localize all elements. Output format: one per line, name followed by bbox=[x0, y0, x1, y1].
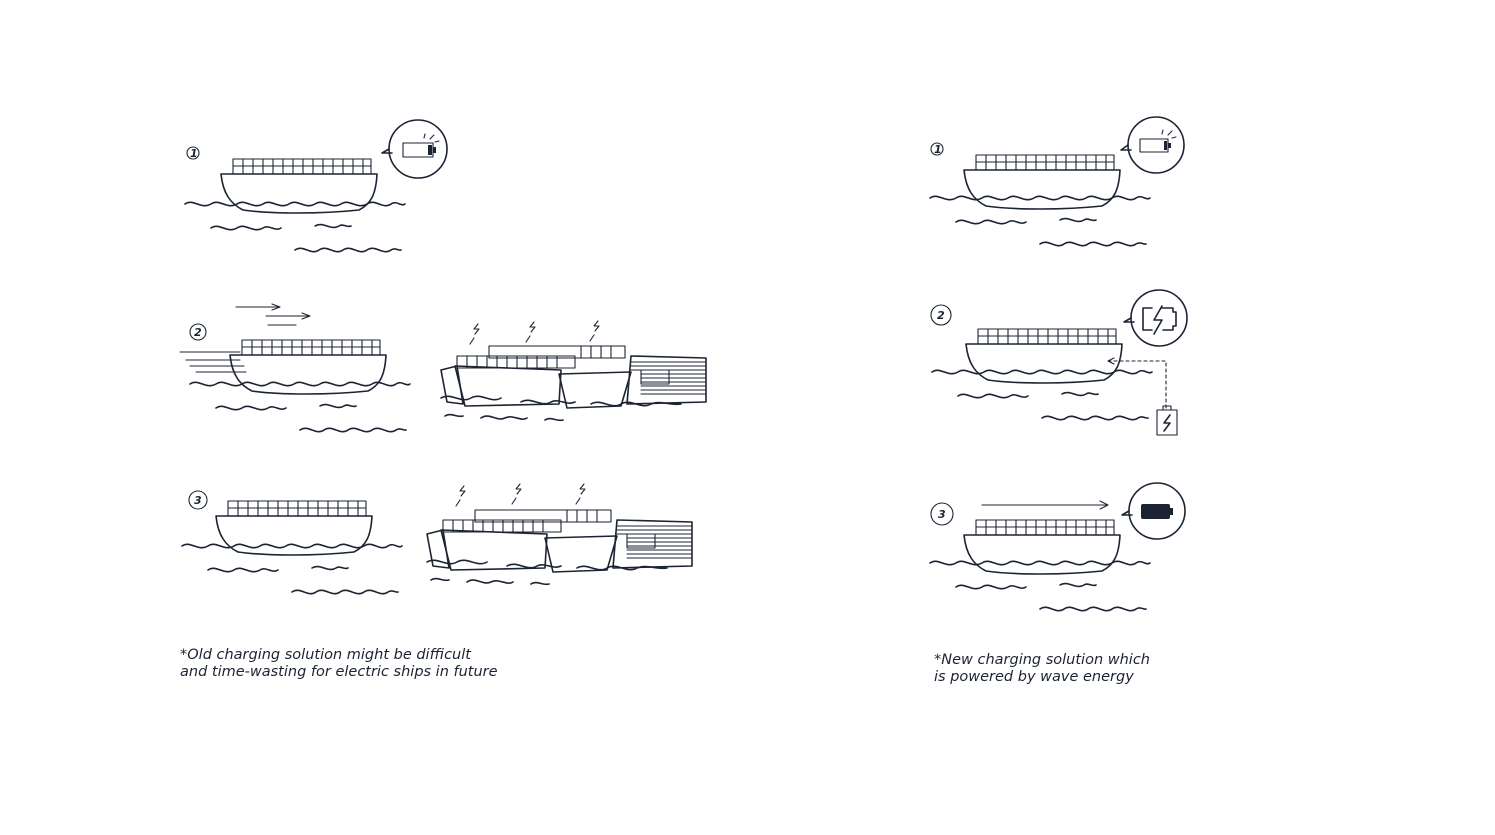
step-3-number: 3 bbox=[938, 508, 946, 521]
waves bbox=[929, 195, 1151, 247]
lightning-icon bbox=[589, 320, 600, 342]
step-1-marker bbox=[930, 142, 944, 156]
motion-arrows bbox=[179, 303, 311, 373]
lightning-icon bbox=[511, 483, 522, 505]
waves bbox=[931, 369, 1153, 421]
waves bbox=[929, 560, 1151, 612]
step-1-number: 1 bbox=[190, 147, 198, 160]
caption-line: is powered by wave energy bbox=[934, 669, 1134, 685]
ship bbox=[963, 519, 1121, 575]
lightning-icon bbox=[455, 485, 466, 507]
battery-low-icon bbox=[1120, 116, 1185, 174]
old-solution-panel: 1 2 bbox=[179, 119, 707, 595]
step-2-number: 2 bbox=[937, 309, 945, 322]
step-1-number: 1 bbox=[934, 143, 942, 156]
waves bbox=[181, 543, 403, 595]
wave-generator-icon bbox=[1107, 357, 1178, 436]
ship bbox=[215, 500, 373, 556]
lightning-icon bbox=[469, 323, 480, 345]
ship bbox=[965, 328, 1123, 384]
battery-full-icon bbox=[1121, 482, 1186, 540]
new-step-2: 2 bbox=[930, 289, 1188, 436]
caption-line: *New charging solution which bbox=[934, 652, 1150, 668]
lightning-icon bbox=[575, 483, 586, 505]
new-step-3: 3 bbox=[929, 482, 1186, 612]
caption-line: and time-wasting for electric ships in f… bbox=[180, 664, 498, 680]
new-step-1: 1 bbox=[929, 116, 1185, 247]
old-step-1: 1 bbox=[184, 119, 448, 253]
old-step-2: 2 bbox=[179, 303, 707, 433]
old-step-3: 3 bbox=[181, 483, 693, 595]
step-3-marker bbox=[930, 502, 954, 526]
crashed-ships bbox=[426, 509, 693, 586]
new-solution-caption: *New charging solution which is powered … bbox=[934, 652, 1150, 686]
step-3-marker bbox=[188, 490, 208, 510]
caption-line: *Old charging solution might be difficul… bbox=[180, 647, 471, 663]
waves bbox=[189, 381, 411, 433]
new-solution-panel: 1 2 bbox=[929, 116, 1188, 612]
crashed-ships bbox=[440, 345, 707, 422]
step-1-marker bbox=[186, 146, 200, 160]
battery-charging-icon bbox=[1123, 289, 1188, 347]
battery-low-icon bbox=[381, 119, 448, 179]
step-2-marker bbox=[189, 323, 207, 341]
step-2-marker bbox=[930, 304, 952, 326]
ship bbox=[963, 154, 1121, 210]
lightning-icon bbox=[525, 321, 536, 343]
old-solution-caption: *Old charging solution might be difficul… bbox=[180, 647, 498, 681]
waves bbox=[184, 201, 406, 253]
motion-arrow bbox=[981, 500, 1109, 510]
step-2-number: 2 bbox=[194, 326, 202, 339]
step-3-number: 3 bbox=[194, 494, 202, 507]
